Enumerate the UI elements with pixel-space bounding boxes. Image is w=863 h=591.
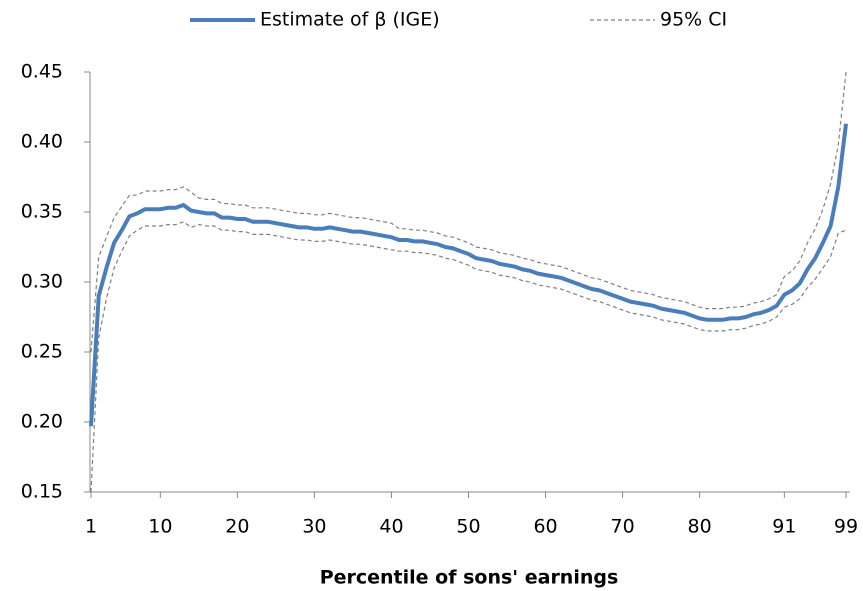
x-tick-label: 99 bbox=[834, 516, 858, 538]
x-tick-label: 70 bbox=[610, 516, 634, 538]
x-tick-label: 60 bbox=[533, 516, 557, 538]
x-tick-label: 20 bbox=[225, 516, 249, 538]
x-tick-label: 80 bbox=[688, 516, 712, 538]
ci-line bbox=[90, 71, 847, 353]
series-line bbox=[89, 123, 848, 427]
x-axis-title: Percentile of sons' earnings bbox=[320, 567, 619, 589]
x-tick-label: 1 bbox=[85, 516, 97, 538]
y-tick-label: 0.35 bbox=[21, 201, 63, 223]
y-tick-label: 0.20 bbox=[21, 411, 63, 433]
y-tick-label: 0.40 bbox=[21, 131, 63, 153]
x-tick-label: 40 bbox=[379, 516, 403, 538]
y-tick-label: 0.45 bbox=[21, 61, 63, 83]
x-tick-label: 50 bbox=[456, 516, 480, 538]
ci-line bbox=[90, 221, 847, 493]
y-tick-label: 0.25 bbox=[21, 341, 63, 363]
legend-label: Estimate of β (IGE) bbox=[260, 9, 440, 31]
legend-label: 95% CI bbox=[660, 9, 727, 31]
y-tick-label: 0.15 bbox=[21, 481, 63, 503]
y-tick-label: 0.30 bbox=[21, 271, 63, 293]
x-tick-label: 30 bbox=[302, 516, 326, 538]
x-tick-label: 91 bbox=[772, 516, 796, 538]
x-tick-label: 10 bbox=[148, 516, 172, 538]
